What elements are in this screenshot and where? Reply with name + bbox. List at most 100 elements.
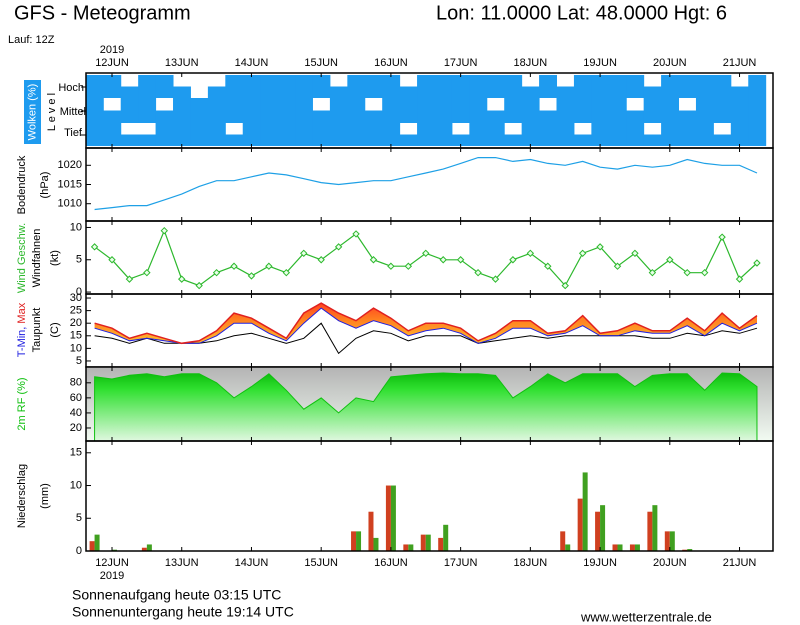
wind-line <box>94 229 758 287</box>
cloud-cell <box>295 75 313 98</box>
cloud-cell <box>539 110 558 123</box>
cloud-cell <box>329 86 348 98</box>
cloud-cell <box>748 98 767 123</box>
precip-bar <box>634 544 640 551</box>
cloud-cell <box>364 110 383 123</box>
x-tick-label-top: 19JUN <box>583 57 617 69</box>
wind-marker <box>718 233 726 241</box>
cloud-cell <box>260 98 279 123</box>
wind-marker <box>596 243 604 251</box>
precip-bar <box>94 534 100 551</box>
cloud-cell <box>678 123 697 146</box>
y-label: Wolken (%) <box>26 84 38 141</box>
wind-marker <box>491 275 500 283</box>
level-label: Mittel <box>60 106 86 118</box>
cloud-cell <box>695 98 714 123</box>
y-tick-label: 80 <box>70 377 82 389</box>
wind-marker <box>265 262 273 270</box>
wind-marker <box>561 281 569 290</box>
cloud-cell <box>521 123 540 146</box>
wind-marker <box>666 256 674 264</box>
y-label: Wind Geschw. <box>16 223 28 293</box>
precip-bar <box>89 541 95 551</box>
cloud-cell <box>417 98 435 123</box>
cloud-cell <box>661 123 680 146</box>
cloud-cell <box>643 98 662 123</box>
panel-frame <box>85 440 774 552</box>
wind-marker <box>230 262 238 270</box>
cloud-cell <box>695 75 714 98</box>
cloud-cell <box>207 123 226 146</box>
cloud-cell <box>591 98 610 123</box>
wind-marker <box>300 249 308 258</box>
title: GFS - Meteogramm <box>14 2 191 24</box>
cloud-cell <box>678 110 697 123</box>
x-tick-label-bottom: 15JUN <box>304 557 338 569</box>
cloud-cell <box>277 98 296 123</box>
y-unit: (kt) <box>49 250 61 266</box>
wind-marker <box>334 243 343 251</box>
y-unit: (hPa) <box>39 172 51 199</box>
wind-marker <box>613 262 622 270</box>
cloud-cell <box>556 98 575 123</box>
cloud-cell <box>573 134 592 146</box>
x-tick-label-bottom: 16JUN <box>374 557 408 569</box>
legend-tmin: T-Min, <box>16 327 28 358</box>
precip-bar <box>664 531 670 551</box>
cloud-cell <box>556 123 575 146</box>
cloud-cell <box>608 98 627 123</box>
precip-bar <box>373 537 379 551</box>
cloud-cell <box>120 134 139 146</box>
wind-marker <box>422 249 430 258</box>
panel-frame <box>85 147 774 222</box>
cloud-cell <box>539 123 558 146</box>
precip-bar <box>356 531 362 551</box>
y-label: 2m RF (%) <box>16 377 28 430</box>
precip-bar <box>385 485 391 551</box>
wind-marker <box>195 281 203 290</box>
precip-bar <box>351 531 357 551</box>
cloud-cell <box>486 123 505 146</box>
source: www.wetterzentrale.de <box>580 609 712 624</box>
y-label2: Windfahnen <box>31 229 43 288</box>
x-tick-label-top: 14JUN <box>235 57 269 69</box>
cloud-cell <box>713 75 732 98</box>
cloud-cell <box>103 123 122 146</box>
x-tick-label-top: 12JUN <box>95 57 129 69</box>
x-tick-label-bottom: 18JUN <box>514 557 548 569</box>
cloud-cell <box>399 134 418 146</box>
cloud-cell <box>260 75 279 98</box>
y-tick-label: 1010 <box>58 198 82 210</box>
precip-bar <box>146 544 152 551</box>
cloud-cell <box>347 123 366 146</box>
y-label2: L e v e l <box>46 93 58 131</box>
precip-bar <box>141 547 147 551</box>
cloud-cell <box>85 75 104 98</box>
x-tick-label-bottom: 17JUN <box>444 557 478 569</box>
y-tick-label: 40 <box>70 407 82 419</box>
wind-marker <box>439 256 447 264</box>
y-tick-label: 5 <box>76 512 82 524</box>
wind-marker <box>352 230 360 238</box>
cloud-cell <box>173 98 191 123</box>
wind-marker <box>456 256 465 264</box>
y-tick-label: 5 <box>76 254 82 266</box>
cloud-cell <box>608 123 627 146</box>
cloud-cell <box>678 75 697 98</box>
x-tick-label-bottom: 13JUN <box>165 557 199 569</box>
cloud-cell <box>277 75 296 98</box>
x-tick-label-top: 15JUN <box>304 57 338 69</box>
cloud-cell <box>730 98 749 123</box>
level-label: Hoch <box>58 82 84 94</box>
y-tick-label: 15 <box>70 330 82 342</box>
cloud-cell <box>573 98 592 123</box>
cloud-cell <box>173 123 191 146</box>
pressure-line <box>94 157 758 211</box>
y-tick-label: 0 <box>76 545 82 557</box>
location: Lon: 11.0000 Lat: 48.0000 Hgt: 6 <box>436 2 727 24</box>
cloud-cell <box>661 75 680 98</box>
cloud-cell <box>242 123 261 146</box>
x-tick-label-top: 18JUN <box>514 57 548 69</box>
cloud-cell <box>85 98 104 123</box>
